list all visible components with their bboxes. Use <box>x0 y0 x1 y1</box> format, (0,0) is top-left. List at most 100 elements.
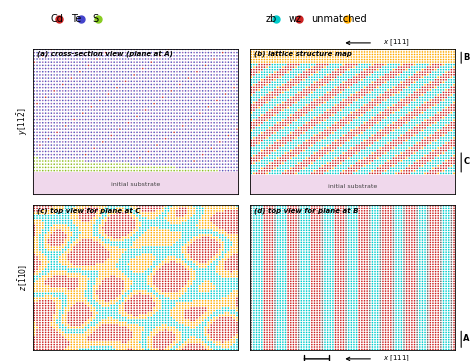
Point <box>292 203 300 209</box>
Point <box>99 72 107 78</box>
Point <box>113 139 121 145</box>
Point <box>56 337 64 343</box>
Point <box>210 155 218 161</box>
Point <box>421 213 429 218</box>
Point <box>170 62 178 68</box>
Point <box>300 143 308 148</box>
Point <box>233 244 241 250</box>
Point <box>379 296 387 301</box>
Point <box>182 152 189 157</box>
Point <box>408 344 416 350</box>
Point <box>350 54 358 60</box>
Point <box>282 237 289 243</box>
Point <box>332 203 339 209</box>
Point <box>59 298 66 304</box>
Point <box>258 95 265 100</box>
Point <box>196 225 204 231</box>
Point <box>313 247 321 253</box>
Point <box>287 117 294 123</box>
Point <box>73 203 81 209</box>
Point <box>442 342 450 348</box>
Point <box>316 158 324 164</box>
Point <box>216 330 224 335</box>
Point <box>450 62 458 68</box>
Point <box>303 74 310 80</box>
Point <box>303 276 310 282</box>
Point <box>164 130 172 135</box>
Point <box>432 49 439 55</box>
Point <box>300 49 308 55</box>
Point <box>153 69 161 75</box>
Point <box>384 102 392 108</box>
Point <box>376 313 384 318</box>
Point <box>308 286 316 292</box>
Point <box>122 274 129 279</box>
Point <box>424 74 431 80</box>
Point <box>62 254 69 260</box>
Point <box>39 152 46 157</box>
Point <box>199 158 207 164</box>
Point <box>53 104 61 110</box>
Point <box>392 300 400 306</box>
Point <box>122 66 129 71</box>
Point <box>319 330 326 335</box>
Point <box>403 252 410 257</box>
Point <box>324 325 331 330</box>
Point <box>282 308 289 313</box>
Point <box>358 155 365 161</box>
Point <box>85 261 92 267</box>
Point <box>36 300 44 306</box>
Point <box>342 325 350 330</box>
Point <box>79 155 87 161</box>
Point <box>405 90 413 95</box>
Point <box>176 139 183 145</box>
Point <box>300 291 308 296</box>
Point <box>91 208 98 214</box>
Point <box>313 82 321 88</box>
Point <box>122 347 129 352</box>
Point <box>310 249 318 255</box>
Point <box>429 97 437 103</box>
Point <box>334 127 342 133</box>
Point <box>33 278 41 284</box>
Point <box>45 308 52 313</box>
Point <box>424 218 431 223</box>
Point <box>228 203 235 209</box>
Point <box>196 155 204 161</box>
Point <box>76 252 84 257</box>
Point <box>258 59 265 65</box>
Point <box>150 72 158 78</box>
Point <box>70 113 78 119</box>
Point <box>193 97 201 103</box>
Point <box>247 163 255 169</box>
Point <box>345 317 353 323</box>
Point <box>334 291 342 296</box>
Point <box>287 235 294 240</box>
Point <box>347 62 355 68</box>
Point <box>39 69 46 75</box>
Point <box>184 337 192 343</box>
Point <box>376 59 384 65</box>
Point <box>222 123 229 129</box>
Point <box>413 143 421 148</box>
Point <box>300 317 308 323</box>
Point <box>102 342 109 348</box>
Point <box>303 288 310 294</box>
Point <box>167 149 175 155</box>
Point <box>379 105 387 110</box>
Point <box>269 74 276 80</box>
Point <box>411 334 419 340</box>
Point <box>199 123 207 129</box>
Point <box>42 298 49 304</box>
Point <box>105 91 112 97</box>
Point <box>411 59 419 65</box>
Point <box>310 100 318 105</box>
Point <box>284 74 292 80</box>
Point <box>447 339 455 345</box>
Point <box>261 210 268 216</box>
Point <box>442 107 450 113</box>
Point <box>176 288 183 294</box>
Point <box>274 269 282 274</box>
Point <box>450 150 458 156</box>
Point <box>387 276 395 282</box>
